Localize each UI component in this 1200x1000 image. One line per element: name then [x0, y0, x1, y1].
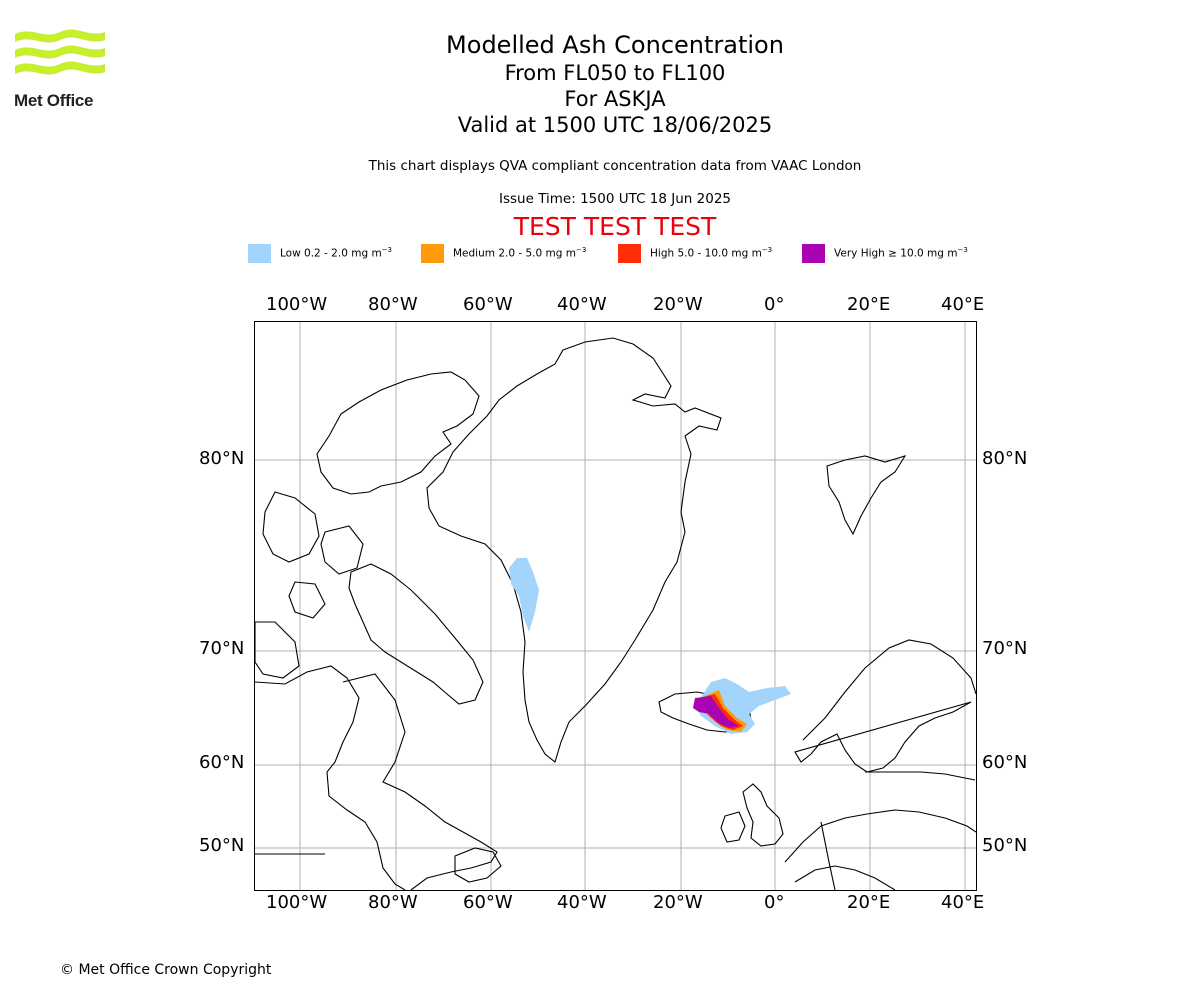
greenland-coast — [426, 337, 722, 763]
ellesmere-coast — [316, 371, 480, 495]
ash-low-greenland — [509, 558, 539, 632]
legend-label-low: Low 0.2 - 2.0 mg m−3 — [280, 246, 393, 260]
lon-tick-bottom-60w: 60°W — [463, 892, 513, 913]
legend-label-high: High 5.0 - 10.0 mg m−3 — [650, 246, 773, 260]
scandinavia-coast — [794, 639, 976, 781]
lon-tick-top-20e: 20°E — [847, 294, 891, 315]
test-banner: TEST TEST TEST — [513, 212, 717, 241]
lat-tick-right-50n: 50°N — [982, 835, 1028, 856]
british-isles-coast — [720, 783, 784, 847]
europe-mainland — [784, 809, 976, 890]
ash-map[interactable] — [254, 321, 977, 891]
lat-tick-left-60n: 60°N — [199, 752, 245, 773]
lon-tick-bottom-20w: 20°W — [653, 892, 703, 913]
lat-tick-left-80n: 80°N — [199, 448, 245, 469]
lon-tick-bottom-0: 0° — [764, 892, 785, 913]
coastlines — [255, 337, 976, 890]
lat-tick-left-70n: 70°N — [199, 638, 245, 659]
legend-swatch-very-high — [802, 244, 825, 263]
baffin-island-coast — [348, 563, 484, 705]
legend-swatch-high — [618, 244, 641, 263]
lon-tick-top-40e: 40°E — [941, 294, 985, 315]
lon-tick-top-40w: 40°W — [557, 294, 607, 315]
valid-time: Valid at 1500 UTC 18/06/2025 — [457, 113, 773, 137]
copyright-notice: © Met Office Crown Copyright — [60, 962, 272, 978]
lon-tick-bottom-40w: 40°W — [557, 892, 607, 913]
volcano-name: For ASKJA — [564, 87, 666, 111]
lat-tick-right-70n: 70°N — [982, 638, 1028, 659]
lon-tick-top-0: 0° — [764, 294, 785, 315]
chart-subtitle: This chart displays QVA compliant concen… — [368, 158, 862, 174]
chart-titles: Modelled Ash Concentration From FL050 to… — [415, 30, 815, 138]
map-gridlines — [255, 322, 976, 890]
ash-very-high-area — [693, 696, 739, 728]
chart-title: Modelled Ash Concentration — [446, 31, 784, 59]
legend-label-very-high: Very High ≥ 10.0 mg m−3 — [834, 246, 968, 260]
lon-tick-bottom-40e: 40°E — [941, 892, 985, 913]
logo-text: Met Office — [14, 91, 94, 110]
ash-plume — [509, 558, 791, 734]
issue-time: Issue Time: 1500 UTC 18 Jun 2025 — [499, 191, 731, 207]
lon-tick-bottom-80w: 80°W — [368, 892, 418, 913]
lon-tick-top-20w: 20°W — [653, 294, 703, 315]
lon-tick-bottom-100w: 100°W — [266, 892, 328, 913]
lon-tick-top-60w: 60°W — [463, 294, 513, 315]
met-office-logo — [15, 29, 105, 75]
legend-swatch-medium — [421, 244, 444, 263]
lat-tick-left-50n: 50°N — [199, 835, 245, 856]
arctic-archipelago — [255, 491, 364, 679]
newfoundland-coast — [454, 847, 502, 883]
legend-label-medium: Medium 2.0 - 5.0 mg m−3 — [453, 246, 587, 260]
lat-tick-right-60n: 60°N — [982, 752, 1028, 773]
legend-swatch-low — [248, 244, 271, 263]
lat-tick-right-80n: 80°N — [982, 448, 1028, 469]
lon-tick-bottom-20e: 20°E — [847, 892, 891, 913]
flight-level-range: From FL050 to FL100 — [504, 61, 726, 85]
north-america-mainland — [255, 665, 498, 890]
map-canvas — [255, 322, 976, 890]
svalbard-coast — [826, 455, 907, 536]
lon-tick-top-80w: 80°W — [368, 294, 418, 315]
lon-tick-top-100w: 100°W — [266, 294, 328, 315]
